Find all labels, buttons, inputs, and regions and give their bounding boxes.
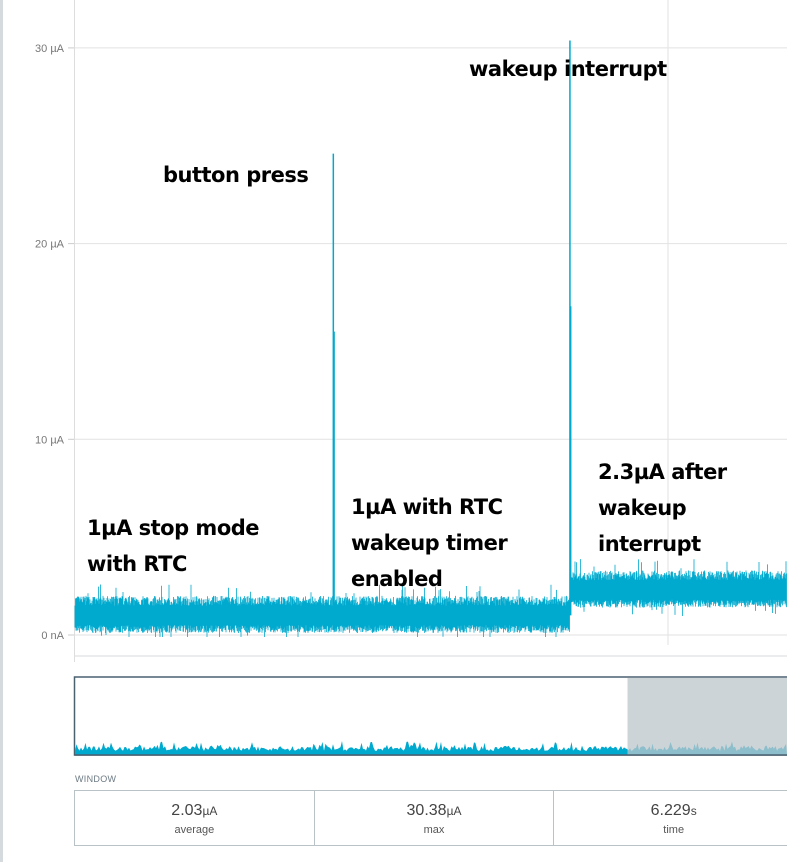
- annotation-rtc-timer: 1µA with RTC wakeup timer enabled: [351, 495, 508, 591]
- stat-average: 2.03µA average: [75, 791, 315, 845]
- current-chart[interactable]: 0 nA 10 µA 20 µA 30 µA: [0, 0, 787, 770]
- left-border: [0, 0, 3, 862]
- stat-average-label: average: [174, 824, 215, 836]
- window-label: WINDOW: [75, 774, 117, 784]
- stat-time-unit: s: [690, 804, 697, 818]
- annotation-button-press: button press: [163, 163, 309, 187]
- y-tick-label: 20 µA: [35, 239, 65, 251]
- annotation-wakeup-interrupt: wakeup interrupt: [469, 57, 667, 81]
- stat-time: 6.229s time: [554, 791, 787, 845]
- y-tick-label: 0 nA: [41, 630, 64, 642]
- stat-max-label: max: [423, 824, 445, 836]
- stat-max: 30.38µA max: [315, 791, 555, 845]
- overview-window-selection[interactable]: [627, 678, 787, 755]
- y-tick-label: 10 µA: [35, 434, 65, 446]
- annotation-stop-mode: 1µA stop mode with RTC: [87, 516, 260, 576]
- current-trace: [74, 559, 787, 637]
- stat-max-value: 30.38: [406, 802, 447, 819]
- stat-time-value: 6.229: [650, 802, 691, 819]
- stat-average-unit: µA: [202, 804, 218, 818]
- annotation-after-wakeup: 2.3µA after wakeup interrupt: [598, 460, 727, 556]
- stat-time-label: time: [663, 824, 685, 836]
- overview-trace: [75, 741, 787, 755]
- window-stats: 2.03µA average 30.38µA max 6.229s time: [74, 790, 787, 846]
- y-tick-label: 30 µA: [35, 43, 65, 55]
- stat-max-unit: µA: [446, 804, 462, 818]
- stat-average-value: 2.03: [171, 802, 203, 819]
